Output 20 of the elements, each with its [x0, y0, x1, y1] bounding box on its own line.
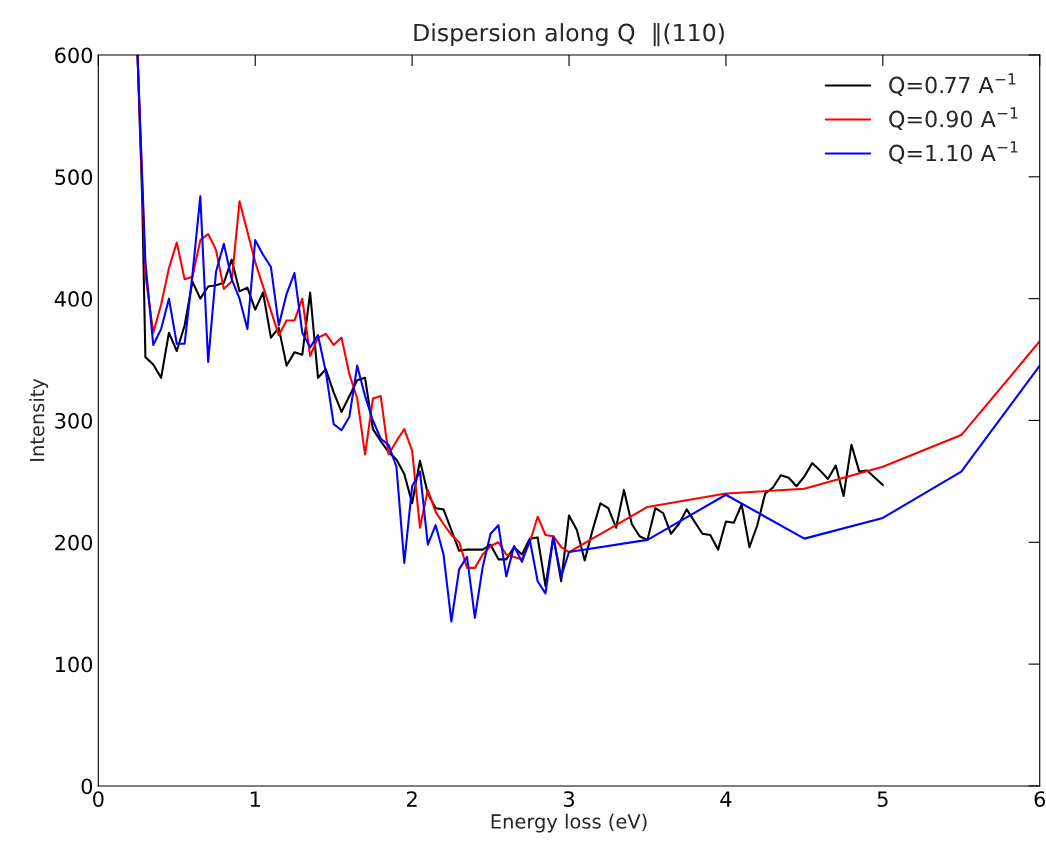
x-tick-label: 1 [250, 791, 260, 807]
y-tick-label: 100 [55, 656, 93, 673]
y-tick-label: 500 [55, 169, 93, 186]
x-tick-label: 3 [563, 791, 574, 807]
x-tick-label: 2 [407, 791, 417, 807]
y-tick-label: 600 [55, 47, 93, 64]
legend-label: Q=1.10 A$^{−1}$ [889, 141, 1018, 164]
y-tick-label: 300 [55, 412, 93, 429]
legend-label: Q=0.90 A$^{−1}$ [889, 107, 1018, 130]
y-tick-label: 200 [55, 534, 93, 551]
y-axis-title: Intensity [29, 378, 49, 461]
legend-label: Q=0.77 A$^{−1}$ [889, 73, 1016, 96]
x-tick-label: 4 [720, 791, 732, 807]
y-tick-label: 400 [54, 291, 93, 307]
x-axis-title: Energy loss (eV) [491, 813, 647, 833]
y-tick-label: 0 [81, 778, 93, 795]
x-tick-label: 5 [877, 791, 888, 807]
x-tick-label: 6 [1034, 791, 1046, 807]
chart-title: Dispersion along Q ∥(110) [414, 22, 724, 47]
x-tick-label: 0 [93, 791, 104, 807]
